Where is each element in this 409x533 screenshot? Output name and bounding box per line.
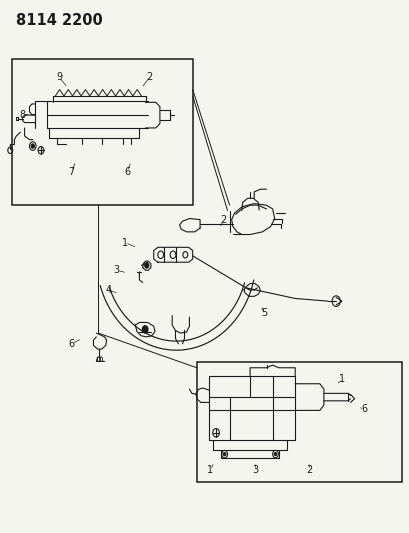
Circle shape <box>223 453 225 456</box>
Text: 1: 1 <box>207 465 213 475</box>
Text: 2: 2 <box>146 72 153 82</box>
Text: 3: 3 <box>252 465 258 475</box>
Text: 9: 9 <box>56 72 62 82</box>
Text: 6: 6 <box>69 339 74 349</box>
Text: 2: 2 <box>220 215 226 225</box>
Text: 1: 1 <box>339 375 344 384</box>
Text: 1: 1 <box>122 238 128 247</box>
Circle shape <box>142 326 148 333</box>
Circle shape <box>274 453 276 456</box>
Text: 6: 6 <box>124 167 130 176</box>
Text: 2: 2 <box>306 465 312 475</box>
Circle shape <box>144 263 148 268</box>
Circle shape <box>31 144 34 148</box>
Text: 5: 5 <box>261 309 267 318</box>
Text: 8114 2200: 8114 2200 <box>16 13 103 28</box>
Bar <box>12 59 192 205</box>
Text: 7: 7 <box>68 167 75 176</box>
Bar <box>196 362 401 482</box>
Text: 3: 3 <box>114 265 119 275</box>
Text: 8: 8 <box>20 110 25 119</box>
Text: 4: 4 <box>106 286 111 295</box>
Text: 6: 6 <box>360 405 366 414</box>
